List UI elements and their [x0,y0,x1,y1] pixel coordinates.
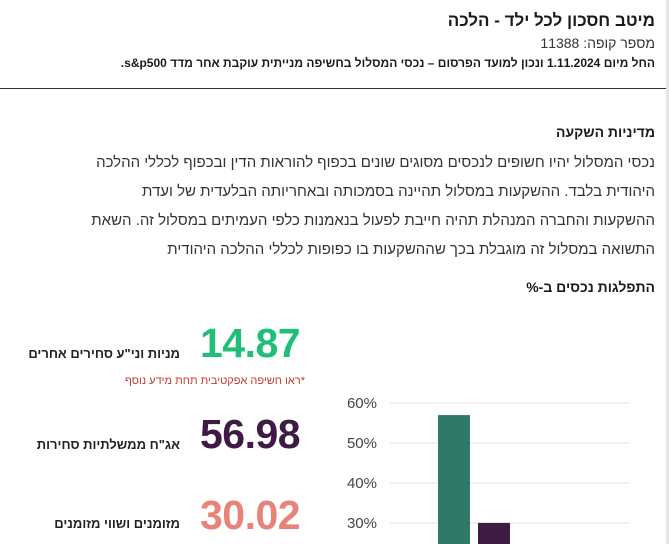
stat-gov-bonds: 56.98 אג"ח ממשלתיות סחירות [0,411,320,461]
policy-line: נכסי המסלול יהיו חשופים לנכסים מסוגים שו… [96,154,655,171]
stat-value: 14.87 [200,320,301,366]
stat-label: מניות וני"ע סחירים אחרים [28,346,180,361]
stat-equities: 14.87 מניות וני"ע סחירים אחרים [0,320,320,370]
y-tick-label: 40% [347,475,377,492]
policy-line: היהודית בלבד. ההשקעות במסלול תהיינה בסמכ… [142,183,655,200]
tracking-note: החל מיום 1.11.2024 ונכון למועד הפרסום – … [120,56,655,70]
header: מיטב חסכון לכל ילד - הלכה מספר קופה: 113… [15,10,655,72]
stat-label: מזומנים ושווי מזומנים [54,516,180,531]
stat-value: 30.02 [200,492,301,538]
policy-text: נכסי המסלול יהיו חשופים לנכסים מסוגים שו… [0,148,655,264]
exposure-note: *ראו חשיפה אפקטיבית תחת מידע נוסף [125,375,305,387]
divider [0,88,666,89]
allocation-chart: 60% 50% 40% 30% [347,395,630,544]
page-title: מיטב חסכון לכל ילד - הלכה [447,11,655,30]
stat-label: אג"ח ממשלתיות סחירות [36,437,180,452]
y-tick-label: 30% [347,515,377,532]
fund-number: מספר קופה: 11388 [540,35,655,51]
policy-heading: מדיניות השקעה [556,124,655,140]
y-tick-label: 60% [347,395,377,412]
bar [438,415,470,544]
y-tick-label: 50% [347,435,377,452]
stat-value: 56.98 [200,411,301,457]
window-edge [666,0,669,544]
policy-line: ההשקעות והחברה המנהלת תהיה חייבת לפעול ב… [91,212,655,229]
allocation-heading: התפלגות נכסים ב-% [526,279,655,295]
bar [478,522,510,544]
policy-line: התשואה במסלול זה מוגבלת בכך שההשקעות בו … [167,241,655,258]
stat-cash: 30.02 מזומנים ושווי מזומנים [0,492,320,542]
